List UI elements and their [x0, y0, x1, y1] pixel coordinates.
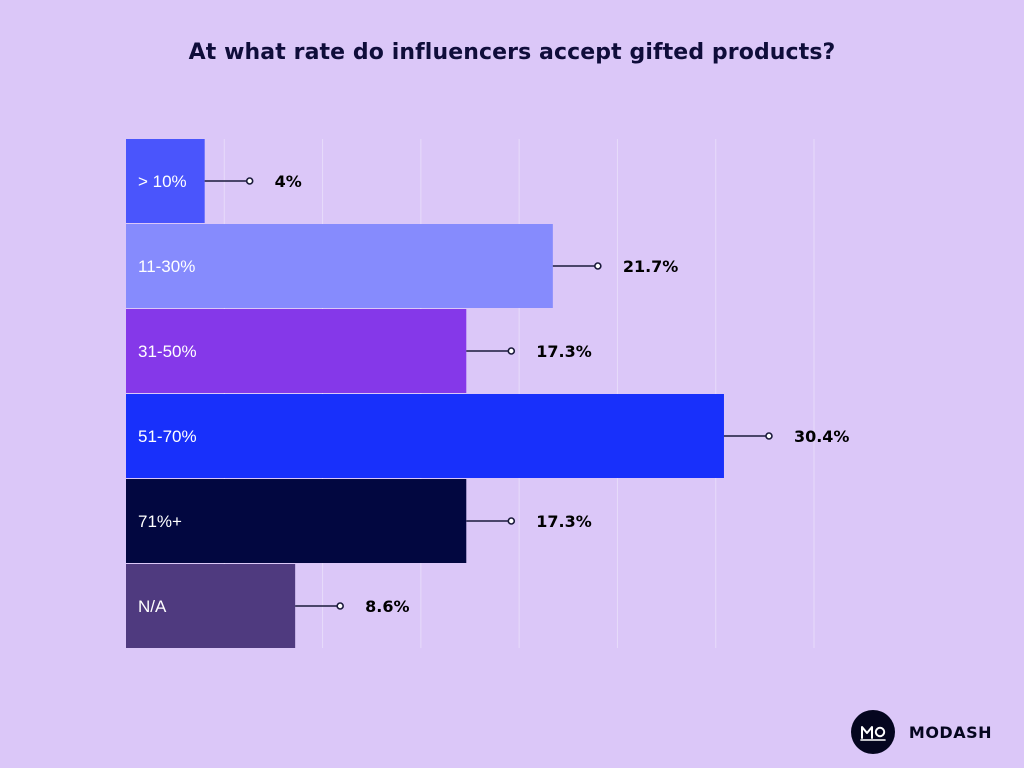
bar	[126, 394, 724, 478]
bar-value-label: 17.3%	[536, 512, 592, 531]
bar-value-label: 21.7%	[623, 257, 679, 276]
bar	[126, 224, 553, 308]
bar-value-label: 4%	[275, 172, 302, 191]
bar-category-label: N/A	[138, 597, 167, 616]
bar	[126, 479, 467, 563]
bar-category-label: 71%+	[138, 512, 182, 531]
modash-logo-icon	[850, 710, 895, 754]
leader-endpoint	[507, 517, 516, 525]
bar-category-label: > 10%	[138, 172, 187, 191]
brand-name: MODASH	[908, 722, 992, 742]
bar-value-label: 8.6%	[365, 597, 409, 616]
leader-endpoint	[594, 262, 602, 270]
leader-endpoint	[507, 347, 516, 355]
bar-category-label: 11-30%	[138, 257, 195, 276]
leader-endpoint	[765, 432, 773, 440]
modash-logo-mark	[860, 726, 886, 741]
bar-value-label: 30.4%	[794, 427, 850, 446]
leader-endpoint	[336, 602, 344, 610]
bar	[126, 564, 296, 648]
bar-category-label: 31-50%	[138, 342, 197, 361]
bar	[126, 309, 467, 393]
bar-value-label: 17.3%	[536, 342, 592, 361]
bar-category-label: 51-70%	[138, 427, 197, 446]
chart-title: At what rate do influencers accept gifte…	[188, 40, 836, 65]
bar	[126, 139, 205, 223]
leader-endpoint	[245, 177, 254, 185]
brand: MODASH	[850, 710, 992, 754]
